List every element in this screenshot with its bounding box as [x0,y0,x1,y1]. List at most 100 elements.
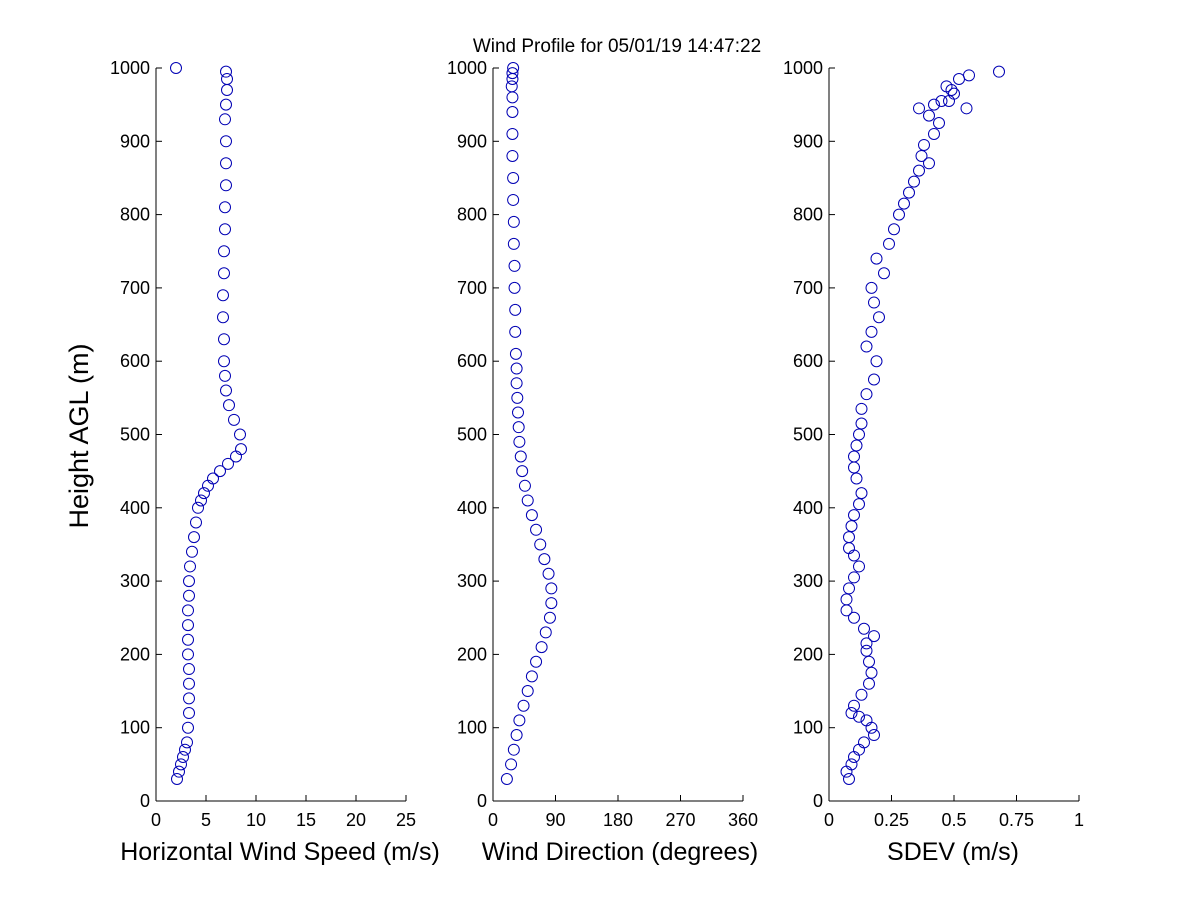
y-tick-label: 1000 [783,58,823,78]
data-point [506,67,519,80]
y-tick-label: 500 [793,425,823,445]
data-point [190,516,202,529]
data-point [510,729,523,742]
x-axis-label: Wind Direction (degrees) [482,838,759,866]
data-point [508,259,521,272]
data-point [170,62,182,74]
data-point [539,626,552,639]
data-point [507,62,520,74]
data-point [505,80,518,93]
x-tick-label: 270 [665,810,695,830]
data-point [993,65,1005,78]
y-tick-label: 400 [457,498,487,518]
data-point [181,736,193,749]
data-point [865,325,878,338]
x-tick-label: 90 [545,810,565,830]
data-point [217,289,229,302]
data-point [858,622,870,635]
data-point [214,465,226,478]
data-point [843,773,855,786]
data-point [843,582,855,595]
data-point [218,355,230,368]
data-point [858,736,870,749]
data-point [848,751,860,764]
data-point [848,549,860,562]
data-point [512,421,525,434]
data-point [545,597,558,610]
data-point [195,494,207,507]
data-point [860,644,873,657]
data-point [218,267,230,280]
data-point [928,98,940,111]
data-point [221,72,233,85]
data-point [220,384,232,397]
data-point [855,417,868,430]
data-point [865,721,878,734]
data-point [868,630,880,643]
data-point [853,498,865,511]
data-point [853,428,865,441]
data-point [865,666,878,679]
data-point [915,149,928,162]
data-point [510,377,523,390]
data-point [923,109,935,122]
data-point [521,494,534,507]
data-point [220,157,232,170]
data-point [855,688,868,701]
y-tick-label: 600 [120,351,150,371]
data-point [217,311,229,324]
data-point [848,571,860,584]
x-tick-label: 20 [346,810,366,830]
data-point [903,186,915,199]
data-point [223,399,235,412]
x-tick-label: 0 [824,810,834,830]
data-point [510,362,523,375]
y-tick-label: 700 [120,278,150,298]
data-point [538,553,551,566]
data-point [534,538,547,551]
data-point [175,758,187,771]
data-point [848,450,860,463]
data-point [521,685,534,698]
data-point [507,193,520,206]
data-point [840,765,853,778]
data-point [507,743,520,756]
data-point [509,303,522,316]
y-tick-label: 900 [120,131,150,151]
data-point [860,388,873,401]
data-point [513,435,526,448]
data-point [545,582,558,595]
data-point [845,758,858,771]
data-point [845,520,858,533]
data-point [848,509,860,522]
data-point [183,707,195,720]
data-point [506,91,519,104]
data-point [186,545,198,558]
y-axis-label: Height AGL (m) [64,343,94,528]
data-point [933,116,945,129]
data-point [179,743,191,756]
y-tick-label: 300 [120,571,150,591]
data-point [198,487,210,500]
y-tick-label: 0 [477,791,487,811]
x-tick-label: 1 [1074,810,1084,830]
data-point [184,560,196,573]
data-point [183,663,195,676]
data-point [518,479,531,492]
data-point [848,611,860,624]
y-tick-label: 100 [457,718,487,738]
data-point [945,83,958,96]
x-tick-label: 0 [151,810,161,830]
data-point [913,164,925,177]
data-point [512,406,524,419]
data-point [865,281,878,294]
data-point [505,758,518,771]
data-point [868,729,880,742]
plots-group: 0 5 10 15 20 25010020030040050060070080090010… [110,58,1084,866]
y-tick-label: 200 [120,644,150,664]
data-point [506,105,519,118]
x-tick-label: 180 [603,810,633,830]
data-point [182,633,194,646]
data-point [183,589,195,602]
data-point [171,773,183,786]
